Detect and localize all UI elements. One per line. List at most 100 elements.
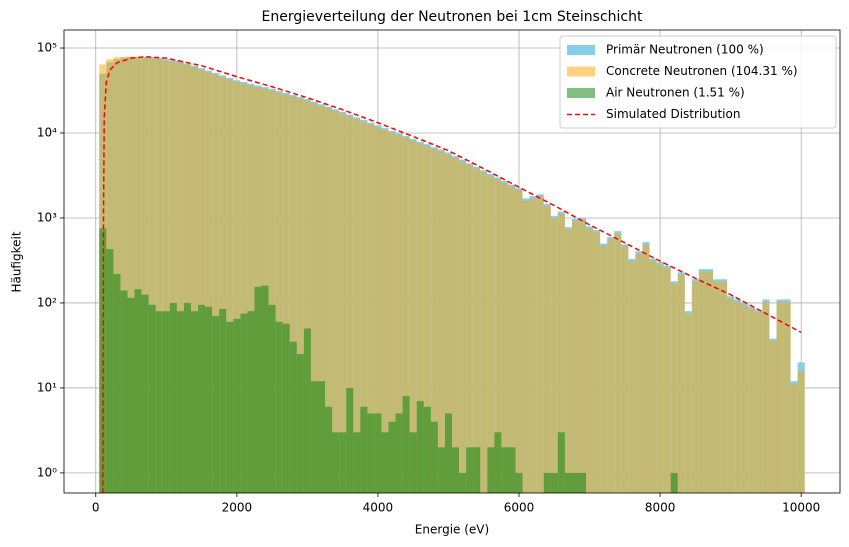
bar (226, 321, 234, 493)
bar (381, 129, 389, 493)
x-tick-label: 8000 (645, 501, 676, 515)
bar (120, 56, 128, 493)
bar (607, 239, 615, 493)
bar (416, 401, 424, 493)
legend-label: Air Neutronen (1.51 %) (606, 86, 745, 100)
x-axis-label: Energie (eV) (415, 523, 489, 537)
bar (346, 116, 354, 493)
bar (395, 413, 403, 493)
bar (317, 381, 326, 493)
bar (741, 305, 749, 493)
bar (409, 432, 417, 493)
bar (466, 165, 474, 493)
y-axis-label: Häufigkeit (10, 231, 24, 292)
bar (296, 354, 304, 493)
bar (148, 58, 156, 493)
bar (183, 302, 191, 493)
bar (134, 289, 142, 493)
bar (762, 301, 770, 493)
bar (600, 245, 608, 493)
bar (698, 271, 706, 493)
bar (310, 103, 318, 493)
bar (268, 90, 276, 493)
y-tick-label: 10⁴ (37, 126, 57, 140)
bar (247, 311, 255, 493)
bar (303, 328, 311, 493)
bar (155, 311, 163, 493)
bar (240, 83, 248, 493)
bar (578, 220, 587, 493)
bar (720, 281, 728, 493)
bar (423, 406, 431, 493)
bar (628, 261, 636, 493)
bar (797, 370, 805, 493)
plot-frame (63, 29, 841, 494)
bar (198, 304, 206, 493)
bar (571, 472, 579, 493)
bar (508, 186, 516, 493)
bar (550, 217, 558, 493)
bar (360, 406, 368, 493)
bar (395, 135, 403, 493)
bar (374, 127, 382, 493)
bar (487, 176, 495, 493)
bar (734, 301, 742, 493)
bar (494, 432, 502, 493)
bar (388, 132, 396, 493)
bar (353, 119, 361, 493)
bar (325, 108, 333, 493)
bar (473, 168, 481, 493)
legend-swatch (567, 88, 595, 98)
bar (176, 311, 184, 493)
bar (148, 304, 156, 493)
bar (374, 413, 382, 493)
bar (529, 198, 537, 493)
bar (691, 281, 699, 493)
bar (310, 381, 318, 493)
bar (402, 396, 410, 493)
bar (501, 447, 509, 493)
bar (578, 472, 587, 493)
bar (162, 60, 170, 493)
bar (205, 72, 213, 493)
y-tick-label: 10⁰ (37, 465, 57, 479)
legend: Primär Neutronen (100 %) Concrete Neutron… (559, 35, 837, 129)
bar (522, 200, 530, 493)
bar (233, 318, 241, 493)
bar (332, 432, 340, 493)
bar (437, 447, 445, 493)
y-tick-label: 10² (37, 295, 57, 309)
bar (621, 246, 629, 493)
bar (388, 421, 396, 493)
bar (423, 146, 431, 493)
axes: 0 2000 4000 6000 8000 10000 10⁰ 10¹ 10² 10³ 10⁴ 10⁵ (37, 41, 820, 515)
bar (409, 140, 417, 493)
bar (219, 77, 227, 493)
bars (99, 56, 805, 493)
bar (205, 306, 213, 493)
legend-label: Concrete Neutronen (104.31 %) (606, 64, 798, 78)
bar (649, 260, 657, 493)
bar (367, 413, 375, 493)
y-tick-label: 10⁵ (37, 41, 57, 55)
y-tick-label: 10¹ (37, 380, 57, 394)
bar (564, 472, 572, 493)
bar (790, 384, 798, 493)
bar (656, 264, 664, 493)
bar (487, 447, 495, 493)
bar (325, 406, 333, 493)
bar (367, 124, 375, 493)
bar (593, 232, 601, 493)
bar (769, 340, 777, 493)
bar (727, 298, 735, 493)
bar (127, 56, 135, 493)
bar (212, 316, 220, 493)
bar (289, 341, 297, 493)
bar (169, 61, 177, 493)
legend-box (559, 35, 837, 129)
bar (430, 421, 438, 493)
bar (494, 179, 502, 493)
bar (141, 57, 149, 493)
x-tick-label: 4000 (363, 501, 394, 515)
x-tick-label: 2000 (222, 501, 253, 515)
